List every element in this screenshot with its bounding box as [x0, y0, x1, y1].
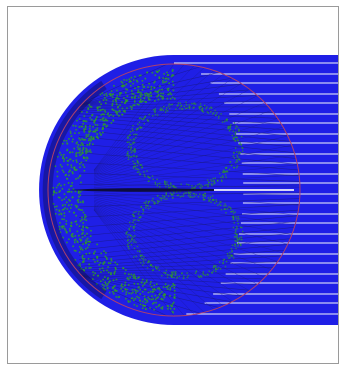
caustic-line: [69, 188, 294, 192]
refracted-ray-mesh: [78, 64, 300, 316]
sphere-outline: [47, 63, 301, 317]
